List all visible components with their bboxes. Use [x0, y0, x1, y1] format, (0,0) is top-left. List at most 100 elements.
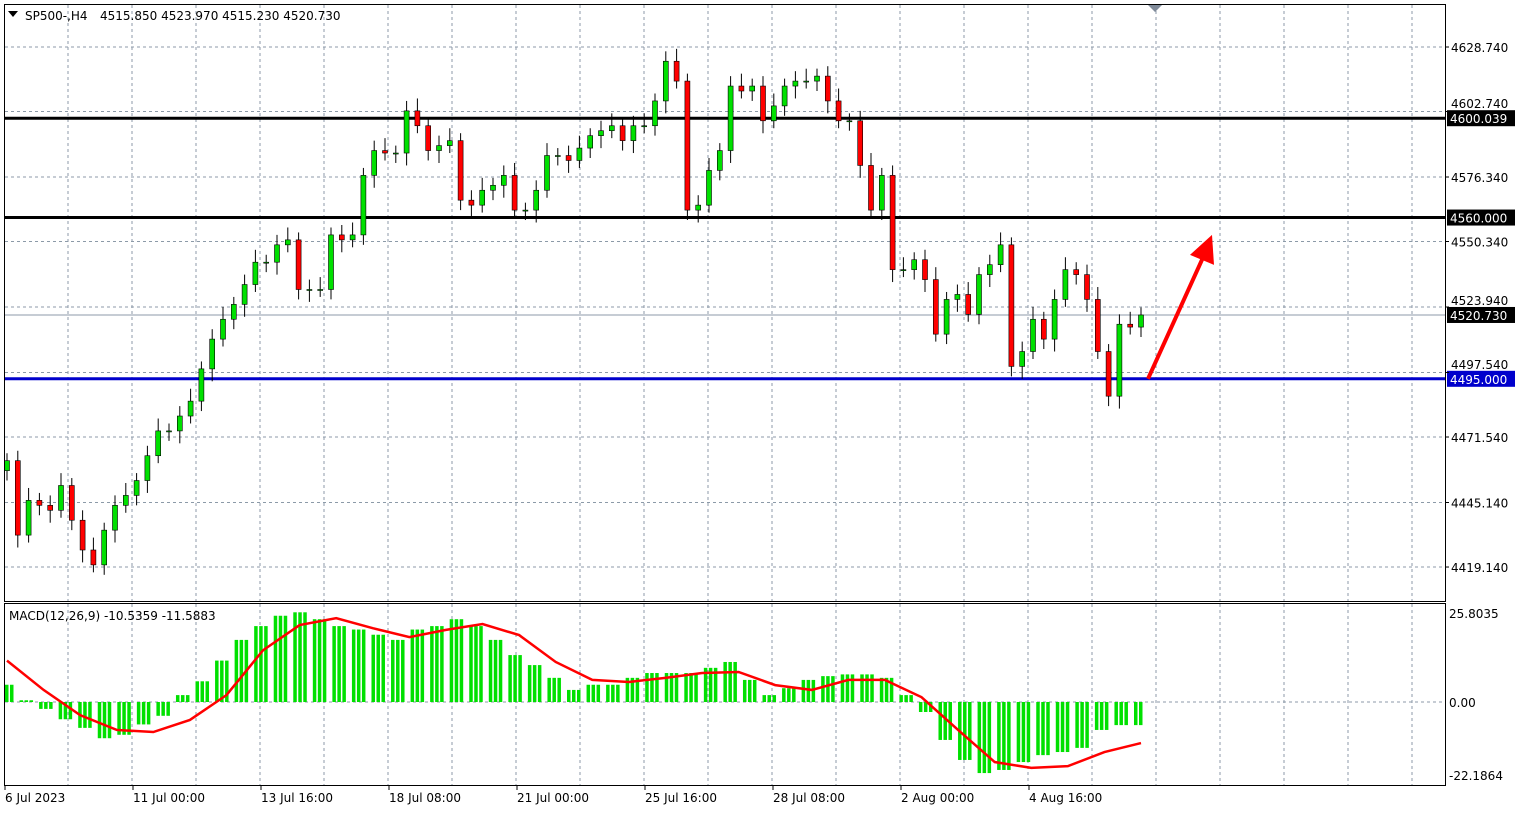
time-tick-label: 6 Jul 2023 [5, 791, 65, 805]
macd-histogram-bar [332, 626, 336, 702]
macd-histogram-bar [508, 655, 512, 702]
macd-histogram-bar [102, 702, 107, 739]
bear-candle [69, 485, 75, 521]
bull-candle [911, 259, 918, 270]
macd-histogram-bar [747, 679, 752, 702]
bull-candle [792, 80, 799, 87]
bull-candle [360, 175, 367, 236]
bull-candle [1062, 269, 1069, 300]
bull-candle [4, 460, 10, 471]
macd-histogram-bar [498, 639, 503, 702]
time-tick-label: 28 Jul 08:00 [773, 791, 845, 805]
bear-candle [295, 239, 302, 290]
bear-candle [468, 199, 475, 206]
bear-candle [932, 279, 939, 335]
macd-histogram-bar [381, 634, 385, 702]
macd-histogram-bar [195, 681, 200, 702]
level-price-label: 4560.000 [1450, 212, 1507, 226]
bear-candle [382, 150, 388, 154]
bull-candle [1116, 323, 1123, 397]
chart-shift-marker-icon[interactable] [1148, 5, 1162, 12]
time-tick-label: 2 Aug 00:00 [901, 791, 974, 805]
candles [4, 48, 1144, 575]
bear-candle [824, 75, 831, 102]
bull-candle [349, 234, 356, 241]
macd-histogram-bar [518, 655, 522, 702]
macd-indicator [5, 612, 1143, 774]
bull-candle [133, 480, 140, 496]
bull-candle [587, 135, 594, 149]
bull-candle [392, 152, 399, 155]
macd-histogram-bar [146, 702, 151, 725]
macd-histogram-bar [1094, 702, 1099, 730]
macd-histogram-bar [410, 629, 415, 702]
time-axis: 6 Jul 2023 11 Jul 00:00 13 Jul 16:00 18 Jul… [4, 786, 1102, 805]
current-price-label: 4520.730 [1450, 309, 1507, 323]
macd-histogram-bar [884, 677, 889, 702]
bull-candle [846, 120, 853, 123]
time-tick-label: 21 Jul 00:00 [517, 791, 589, 805]
bull-candle [241, 284, 248, 305]
bull-candle [814, 75, 820, 82]
price-tick-label: 4576.340 [1451, 171, 1508, 185]
bull-candle [446, 140, 453, 146]
price-tick-label: 4628.740 [1451, 41, 1508, 55]
macd-histogram-bar [527, 665, 532, 702]
macd-histogram-bar [371, 634, 375, 702]
macd-histogram-bar [1002, 702, 1006, 770]
bull-candle [177, 415, 183, 432]
macd-histogram-bar [557, 677, 561, 702]
macd-histogram-bar [664, 673, 669, 702]
bull-candle [187, 400, 194, 417]
macd-histogram-bar [879, 677, 884, 702]
bear-candle [673, 60, 680, 82]
macd-histogram-bar [49, 702, 53, 709]
macd-histogram-bar [689, 673, 693, 702]
bear-candle [760, 85, 766, 122]
macd-histogram-bar [650, 673, 654, 702]
macd-histogram-bar [396, 639, 400, 702]
macd-histogram-bar [1114, 702, 1118, 726]
macd-histogram-bar [469, 626, 473, 702]
bear-candle [565, 155, 572, 161]
macd-histogram-bar [968, 702, 972, 760]
bull-candle [1051, 299, 1058, 340]
macd-histogram-bar [19, 700, 24, 702]
bull-candle [900, 269, 907, 271]
bull-candle [749, 85, 756, 92]
current-price-tag [1447, 306, 1515, 323]
macd-histogram-bar [572, 689, 576, 702]
macd-histogram-bar [1104, 702, 1109, 730]
macd-histogram-bar [918, 702, 923, 713]
price-tick-label: 4471.540 [1451, 431, 1508, 445]
level-price-tag [1447, 370, 1515, 387]
macd-histogram-bar [645, 673, 649, 702]
macd-histogram-bar [58, 702, 63, 720]
macd-histogram-bar [1041, 702, 1045, 756]
bull-candle [209, 338, 215, 370]
bull-candle [123, 495, 129, 506]
bull-candle [101, 529, 107, 566]
bull-candle [1030, 318, 1036, 352]
bull-candle [220, 318, 226, 340]
bull-candle [544, 155, 550, 191]
macd-histogram-bar [273, 615, 278, 702]
macd-histogram-bar [322, 619, 327, 702]
macd-histogram-bar [239, 639, 244, 702]
horizontal-levels[interactable]: 4600.039 4560.000 4495.000 4520.730 [5, 110, 1515, 387]
bull-candle [997, 244, 1004, 265]
arrow-shaft [1146, 250, 1208, 380]
bull-candle [522, 209, 529, 212]
bear-candle [338, 234, 345, 241]
macd-histogram-bar [1016, 702, 1021, 763]
macd-histogram-bar [63, 702, 68, 720]
bull-candle [328, 234, 334, 290]
collapse-triangle-icon[interactable] [8, 11, 18, 17]
macd-histogram-bar [454, 619, 459, 702]
bull-candle [727, 85, 734, 151]
arrow-annotation[interactable] [1146, 234, 1214, 380]
bear-candle [619, 125, 626, 141]
bull-candle [986, 264, 993, 275]
bull-candle [25, 500, 32, 536]
